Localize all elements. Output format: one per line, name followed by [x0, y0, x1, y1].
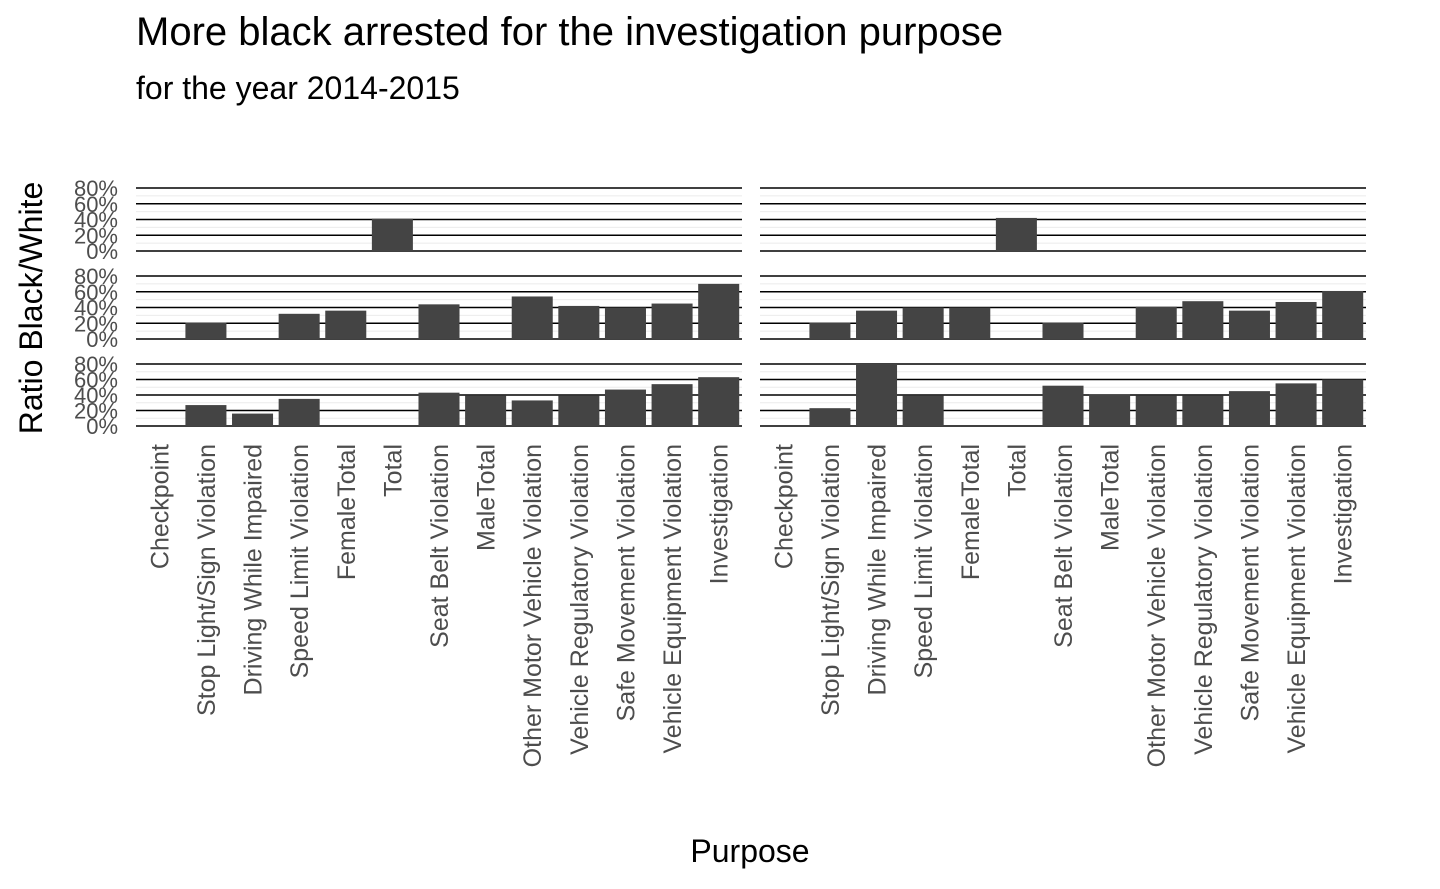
- y-tick-label: 60%: [74, 280, 118, 305]
- x-category-label: Stop Light/Sign Violation: [817, 444, 845, 716]
- x-category-label: Speed Limit Violation: [910, 444, 938, 678]
- x-category-label: FemaleTotal: [957, 444, 985, 580]
- bar-safe-movement-violation: [1228, 391, 1270, 426]
- y-tick-label: 60%: [74, 368, 118, 393]
- x-category-label: Investigation: [706, 444, 734, 584]
- y-tick-label: 40%: [74, 208, 118, 233]
- x-category-label: Speed Limit Violation: [286, 444, 314, 678]
- y-tick-label: 80%: [74, 176, 118, 201]
- bar-total: [371, 218, 413, 251]
- y-tick-label: 40%: [74, 296, 118, 321]
- x-category-label: FemaleTotal: [333, 444, 361, 580]
- bar-stop-light-sign-violation: [185, 322, 227, 339]
- y-tick-label: 40%: [74, 383, 118, 408]
- y-tick-label: 60%: [74, 192, 118, 217]
- y-tick-label: 0%: [86, 414, 118, 439]
- bar-driving-while-impaired: [856, 310, 898, 339]
- bar-other-motor-vehicle-violation: [1135, 306, 1177, 339]
- x-category-label: MaleTotal: [1097, 444, 1125, 551]
- bar-seat-belt-violation: [1042, 385, 1084, 426]
- bar-driving-while-impaired: [232, 413, 274, 426]
- bar-stop-light-sign-violation: [809, 408, 851, 426]
- bar-total: [995, 217, 1037, 251]
- y-tick-labels: 0%20%40%60%80%0%20%40%60%80%0%20%40%60%8…: [74, 176, 118, 439]
- x-category-label: Driving While Impaired: [864, 444, 892, 695]
- x-category-label: Vehicle Equipment Violation: [659, 444, 687, 753]
- bar-investigation: [698, 283, 740, 339]
- x-category-label: Seat Belt Violation: [1050, 444, 1078, 648]
- bar-other-motor-vehicle-violation: [511, 400, 553, 426]
- y-tick-label: 80%: [74, 264, 118, 289]
- bar-seat-belt-violation: [418, 304, 460, 339]
- bar-safe-movement-violation: [1228, 310, 1270, 339]
- bar-maletotal: [465, 395, 507, 426]
- bar-femaletotal: [949, 307, 991, 339]
- bar-stop-light-sign-violation: [185, 405, 227, 426]
- bar-stop-light-sign-violation: [809, 322, 851, 339]
- x-category-label: Other Motor Vehicle Violation: [519, 444, 547, 767]
- bar-vehicle-regulatory-violation: [558, 305, 600, 339]
- x-category-label: Total: [1003, 444, 1031, 497]
- x-axis-title: Purpose: [690, 833, 809, 869]
- bar-vehicle-regulatory-violation: [1182, 301, 1224, 339]
- x-category-label: Driving While Impaired: [240, 444, 268, 695]
- x-category-label: Safe Movement Violation: [1236, 444, 1264, 721]
- x-category-label: Vehicle Equipment Violation: [1283, 444, 1311, 753]
- bar-safe-movement-violation: [604, 389, 646, 426]
- bar-other-motor-vehicle-violation: [511, 296, 553, 339]
- bar-seat-belt-violation: [418, 392, 460, 426]
- x-category-label: MaleTotal: [473, 444, 501, 551]
- x-category-label: Checkpoint: [770, 444, 798, 569]
- y-tick-label: 20%: [74, 311, 118, 336]
- y-tick-label: 20%: [74, 399, 118, 424]
- bar-investigation: [698, 377, 740, 426]
- chart-title: More black arrested for the investigatio…: [136, 10, 1004, 54]
- x-category-labels: Checkpoint Stop Light/Sign Violation Drivi…: [146, 444, 1357, 767]
- bar-investigation: [1322, 290, 1364, 339]
- x-category-label: Other Motor Vehicle Violation: [1143, 444, 1171, 767]
- x-category-label: Vehicle Regulatory Violation: [1190, 444, 1218, 755]
- bar-speed-limit-violation: [902, 307, 944, 339]
- bar-vehicle-equipment-violation: [651, 384, 693, 426]
- bar-driving-while-impaired: [856, 364, 898, 426]
- bar-vehicle-equipment-violation: [1275, 301, 1317, 339]
- bar-seat-belt-violation: [1042, 322, 1084, 339]
- bar-speed-limit-violation: [902, 395, 944, 426]
- y-tick-label: 20%: [74, 223, 118, 248]
- bar-speed-limit-violation: [278, 313, 320, 339]
- bar-speed-limit-violation: [278, 398, 320, 426]
- bar-vehicle-regulatory-violation: [1182, 395, 1224, 426]
- x-category-label: Stop Light/Sign Violation: [193, 444, 221, 716]
- bar-safe-movement-violation: [604, 307, 646, 339]
- bar-investigation: [1322, 379, 1364, 426]
- grid-layer: [136, 187, 1366, 427]
- bar-femaletotal: [325, 310, 367, 339]
- bar-vehicle-regulatory-violation: [558, 395, 600, 426]
- x-category-label: Checkpoint: [146, 444, 174, 569]
- bar-maletotal: [1089, 394, 1131, 426]
- x-category-label: Vehicle Regulatory Violation: [566, 444, 594, 755]
- bar-vehicle-equipment-violation: [1275, 383, 1317, 426]
- x-category-label: Total: [379, 444, 407, 497]
- bar-layer: [185, 217, 1364, 426]
- x-category-label: Investigation: [1330, 444, 1358, 584]
- y-axis-title: Ratio Black/White: [13, 182, 49, 435]
- y-tick-label: 0%: [86, 239, 118, 264]
- bar-other-motor-vehicle-violation: [1135, 395, 1177, 426]
- x-category-label: Safe Movement Violation: [612, 444, 640, 721]
- bar-vehicle-equipment-violation: [651, 303, 693, 339]
- y-tick-label: 0%: [86, 327, 118, 352]
- y-tick-label: 80%: [74, 352, 118, 377]
- x-category-label: Seat Belt Violation: [426, 444, 454, 648]
- chart-subtitle: for the year 2014-2015: [136, 70, 460, 106]
